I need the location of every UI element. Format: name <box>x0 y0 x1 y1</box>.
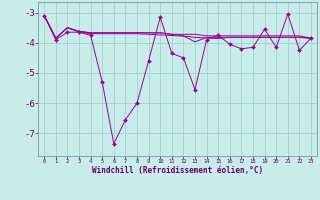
X-axis label: Windchill (Refroidissement éolien,°C): Windchill (Refroidissement éolien,°C) <box>92 166 263 175</box>
